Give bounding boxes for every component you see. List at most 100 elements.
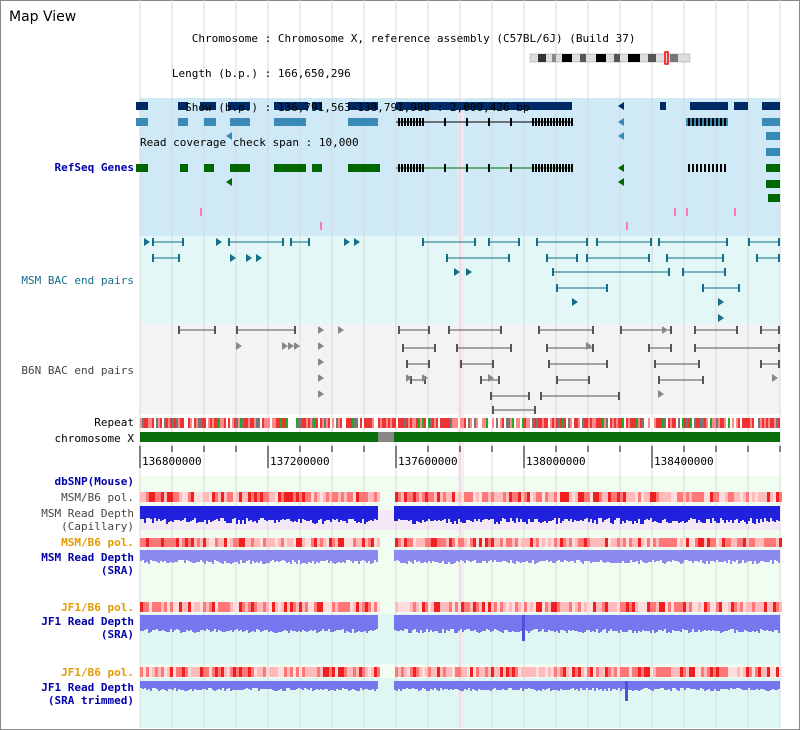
depth-bin xyxy=(506,615,508,630)
axis-tick-label: 137200000 xyxy=(270,455,330,468)
bac-end xyxy=(518,238,520,246)
depth-bin xyxy=(680,615,682,632)
depth-bin xyxy=(490,506,492,519)
exon xyxy=(696,164,698,172)
polymorphism-bin xyxy=(512,538,515,547)
polymorphism-bin xyxy=(167,667,170,677)
bac-end xyxy=(552,268,554,276)
repeat-element xyxy=(770,418,772,428)
polymorphism-bin xyxy=(350,492,353,502)
polymorphism-bin xyxy=(536,602,539,612)
polymorphism-bin xyxy=(572,667,575,677)
repeat-element xyxy=(708,418,710,428)
label-msm-b6-pol-sra[interactable]: MSM/B6 pol. xyxy=(61,536,134,549)
depth-bin xyxy=(736,550,738,560)
depth-bin xyxy=(514,506,516,523)
depth-bin xyxy=(156,550,158,562)
depth-bin xyxy=(368,681,370,690)
depth-bin xyxy=(572,681,574,688)
polymorphism-bin xyxy=(146,492,149,502)
depth-bin xyxy=(158,615,160,631)
depth-bin xyxy=(434,615,436,631)
depth-bin xyxy=(318,615,320,632)
label-refseq-genes[interactable]: RefSeq Genes xyxy=(54,161,134,174)
depth-bin xyxy=(748,550,750,561)
depth-bin xyxy=(264,681,266,689)
polymorphism-bin xyxy=(404,538,407,547)
depth-bin xyxy=(362,506,364,519)
msm-bac-track xyxy=(144,238,780,322)
polymorphism-bin xyxy=(338,667,341,677)
label-msm-bac[interactable]: MSM BAC end pairs xyxy=(21,274,134,287)
depth-bin xyxy=(154,506,156,518)
label-dbsnp[interactable]: dbSNP(Mouse) xyxy=(54,475,134,488)
polymorphism-bin xyxy=(731,667,734,677)
repeat-element xyxy=(648,418,650,428)
depth-bin xyxy=(340,550,342,563)
bac-end xyxy=(534,406,536,414)
repeat-element xyxy=(296,418,298,428)
label-jf1-b6-pol[interactable]: JF1/B6 pol. xyxy=(61,601,134,614)
depth-bin xyxy=(422,615,424,633)
depth-bin xyxy=(430,506,432,521)
repeat-element xyxy=(304,418,306,428)
depth-bin xyxy=(416,550,418,562)
polymorphism-bin xyxy=(314,538,317,547)
polymorphism-bin xyxy=(155,492,158,502)
depth-bin xyxy=(526,615,528,631)
polymorphism-bin xyxy=(689,538,692,547)
label-msm-b6-pol-cap[interactable]: MSM/B6 pol. xyxy=(61,491,134,504)
label-msm-depth-sra[interactable]: MSM Read Depth (SRA) xyxy=(41,551,134,577)
label-jf1-b6-pol-trim[interactable]: JF1/B6 pol. xyxy=(61,666,134,679)
polymorphism-bin xyxy=(401,492,404,502)
depth-bin xyxy=(530,550,532,563)
polymorphism-bin xyxy=(713,667,716,677)
polymorphism-bin xyxy=(371,667,374,677)
repeat-element xyxy=(618,418,620,428)
depth-bin xyxy=(422,506,424,520)
depth-bin xyxy=(764,506,766,518)
depth-bin xyxy=(678,615,680,631)
depth-bin xyxy=(348,506,350,519)
label-msm-depth-cap[interactable]: MSM Read Depth (Capillary) xyxy=(41,507,134,533)
repeat-element xyxy=(200,418,202,428)
bac-end xyxy=(294,326,296,334)
info-row-chromosome: Chromosome : Chromosome X, reference ass… xyxy=(140,33,636,45)
polymorphism-bin xyxy=(320,492,323,502)
depth-bin xyxy=(614,681,616,689)
polymorphism-bin xyxy=(467,667,470,677)
polymorphism-bin xyxy=(617,602,620,612)
bac-end xyxy=(670,326,672,334)
polymorphism-bin xyxy=(614,667,617,677)
polymorphism-bin xyxy=(647,602,650,612)
label-repeat[interactable]: Repeat xyxy=(94,416,134,429)
repeat-element xyxy=(586,418,588,428)
polymorphism-bin xyxy=(242,492,245,502)
label-jf1-depth-trim[interactable]: JF1 Read Depth (SRA trimmed) xyxy=(41,681,134,707)
label-b6n-bac[interactable]: B6N BAC end pairs xyxy=(21,364,134,377)
polymorphism-bin xyxy=(290,538,293,547)
depth-bin xyxy=(608,681,610,688)
depth-bin xyxy=(466,615,468,629)
polymorphism-bin xyxy=(176,602,179,612)
exon xyxy=(704,164,706,172)
repeat-element xyxy=(212,418,214,428)
repeat-element xyxy=(402,418,404,428)
polymorphism-bin xyxy=(494,492,497,502)
polymorphism-bin xyxy=(653,492,656,502)
exon xyxy=(716,118,718,126)
depth-bin xyxy=(710,550,712,561)
depth-bin xyxy=(700,550,702,560)
repeat-element xyxy=(158,418,160,428)
polymorphism-bin xyxy=(149,667,152,677)
depth-bin xyxy=(484,681,486,690)
depth-bin xyxy=(454,506,456,521)
depth-bin xyxy=(590,506,592,519)
depth-bin xyxy=(554,681,556,690)
polymorphism-bin xyxy=(728,602,731,612)
polymorphism-bin xyxy=(608,602,611,612)
polymorphism-bin xyxy=(407,667,410,677)
label-jf1-depth-sra[interactable]: JF1 Read Depth (SRA) xyxy=(41,615,134,641)
depth-bin xyxy=(498,506,500,524)
